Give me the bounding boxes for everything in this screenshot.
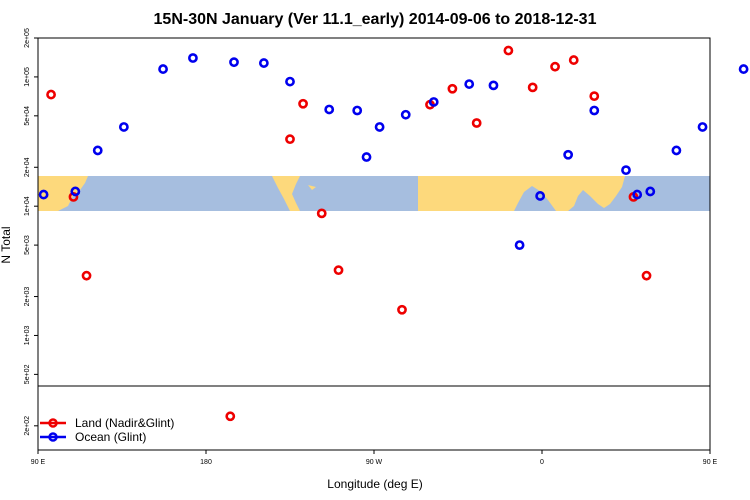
legend: Land (Nadir&Glint) Ocean (Glint): [40, 416, 174, 444]
map-land-shape: [308, 185, 316, 190]
legend-land-marker: [48, 418, 58, 428]
ocean-point: [158, 64, 168, 74]
land-point: [285, 134, 295, 145]
ocean-point: [361, 152, 372, 162]
ocean-point: [697, 122, 708, 132]
land-point: [333, 265, 344, 276]
x-tick-label: 180: [200, 459, 212, 466]
ocean-point: [258, 58, 269, 68]
ocean-point: [38, 189, 49, 200]
ocean-point: [563, 149, 574, 160]
y-tick-label: 2e+04: [24, 157, 31, 177]
ocean-point: [589, 105, 600, 116]
land-point: [316, 208, 327, 219]
y-tick-label: 1e+03: [24, 326, 31, 346]
y-tick-label: 1e+05: [24, 67, 31, 87]
land-point: [503, 45, 514, 56]
data-points: [38, 45, 749, 422]
y-tick-label: 2e+05: [24, 28, 31, 48]
ocean-point: [118, 122, 129, 132]
legend-ocean-label: Ocean (Glint): [75, 430, 146, 444]
axis-ticks: 90 E 180 90 W 0 90 E 2e+02 5e+02 1e+03 2e+03 5e+0…: [24, 28, 718, 466]
y-tick-label: 1e+04: [24, 196, 31, 216]
ocean-point: [464, 79, 475, 89]
ocean-point: [92, 145, 103, 156]
ocean-point: [285, 76, 295, 87]
land-point: [46, 89, 56, 100]
land-point: [225, 411, 236, 422]
y-tick-label: 2e+03: [24, 287, 31, 307]
y-tick-label: 5e+02: [24, 364, 31, 384]
map-land: [38, 176, 625, 211]
land-point: [550, 61, 560, 72]
ocean-point: [229, 57, 239, 68]
chart-title: 15N-30N January (Ver 11.1_early) 2014-09…: [154, 11, 597, 28]
land-point: [81, 270, 92, 281]
map-land-shape: [38, 176, 88, 211]
ocean-point: [645, 186, 656, 197]
ocean-point: [488, 80, 499, 91]
land-point: [589, 91, 600, 102]
x-tick-label: 90 E: [31, 459, 46, 466]
ocean-point: [188, 53, 198, 63]
ocean-point: [514, 240, 525, 251]
land-point: [447, 83, 458, 94]
ocean-point: [428, 97, 439, 107]
ocean-point: [535, 191, 546, 201]
ocean-point: [324, 104, 335, 115]
land-point: [527, 82, 538, 93]
ocean-point: [671, 145, 682, 156]
land-point: [641, 270, 652, 281]
land-point: [298, 98, 308, 109]
map-land-shape: [272, 176, 300, 211]
y-tick-label: 5e+04: [24, 106, 31, 126]
x-tick-label: 0: [540, 459, 544, 466]
land-point: [568, 55, 579, 65]
ocean-point: [374, 122, 385, 132]
ocean-point: [400, 109, 411, 120]
ocean-point: [621, 165, 631, 176]
ocean-point: [738, 64, 749, 74]
land-point: [397, 304, 407, 315]
y-axis-label: N Total: [0, 226, 13, 263]
ocean-point: [352, 105, 363, 116]
map-land-shape: [598, 176, 625, 200]
y-tick-label: 2e+02: [24, 416, 31, 436]
x-axis-label: Longitude (deg E): [327, 477, 422, 491]
map-land-shape: [418, 176, 625, 211]
ocean-point: [70, 186, 81, 197]
x-tick-label: 90 E: [703, 459, 718, 466]
y-tick-label: 5e+03: [24, 235, 31, 255]
legend-land-label: Land (Nadir&Glint): [75, 416, 174, 430]
ocean-point: [632, 189, 643, 200]
legend-ocean-marker: [48, 432, 58, 442]
x-tick-label: 90 W: [366, 459, 383, 466]
land-point: [471, 118, 482, 128]
world-map-band: [38, 176, 710, 211]
